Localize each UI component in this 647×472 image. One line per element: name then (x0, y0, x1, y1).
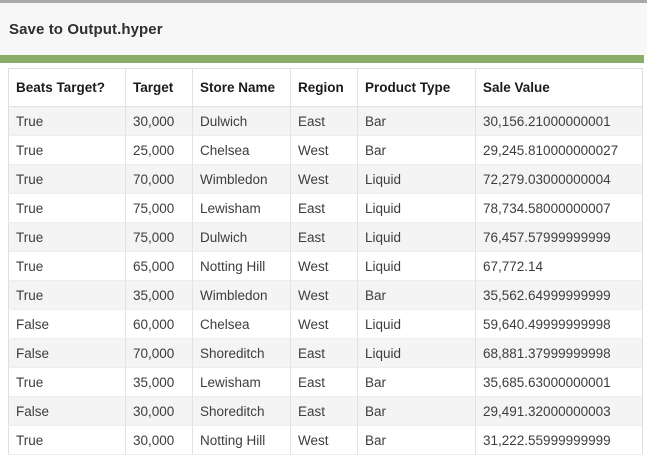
table-cell: Shoreditch (192, 338, 291, 368)
table-cell: Lewisham (192, 193, 291, 223)
table-cell: Liquid (357, 164, 476, 194)
table-cell: 25,000 (125, 135, 193, 165)
table-row: True 65,000 Notting Hill West Liquid 67,772.1… (8, 251, 643, 281)
table-cell: Liquid (357, 222, 476, 252)
table-row: True 75,000 Dulwich East Liquid 76,457.579999… (8, 222, 643, 252)
table-cell: 30,000 (125, 106, 193, 136)
titlebar: Save to Output.hyper (0, 3, 647, 55)
table-cell: Shoreditch (192, 396, 291, 426)
window-top-edge (0, 0, 647, 3)
table-cell: Chelsea (192, 135, 291, 165)
table-cell: Bar (357, 280, 476, 310)
table-cell: 35,000 (125, 367, 193, 397)
table-cell: Notting Hill (192, 251, 291, 281)
table-cell: 75,000 (125, 222, 193, 252)
table-cell: 31,222.55999999999 (475, 425, 643, 455)
table-cell: 75,000 (125, 193, 193, 223)
table-cell: Lewisham (192, 367, 291, 397)
table-cell: 59,640.49999999998 (475, 309, 643, 339)
table-cell: 30,000 (125, 396, 193, 426)
table-cell: True (8, 280, 126, 310)
table-cell: Wimbledon (192, 280, 291, 310)
table-row: False 60,000 Chelsea West Liquid 59,640.49999… (8, 309, 643, 339)
table-cell: True (8, 193, 126, 223)
table-cell: Liquid (357, 309, 476, 339)
table-cell: Bar (357, 425, 476, 455)
table-cell: 35,562.64999999999 (475, 280, 643, 310)
table-cell: Bar (357, 396, 476, 426)
table-cell: East (290, 338, 358, 368)
table-cell: West (290, 309, 358, 339)
table-cell: Bar (357, 135, 476, 165)
table-cell: 29,491.32000000003 (475, 396, 643, 426)
table-cell: 35,000 (125, 280, 193, 310)
table-row: True 75,000 Lewisham East Liquid 78,734.58000… (8, 193, 643, 223)
table-cell: 35,685.63000000001 (475, 367, 643, 397)
table-cell: East (290, 222, 358, 252)
table-row: True 30,000 Dulwich East Bar 30,156.210000000… (8, 106, 643, 136)
table-cell: Chelsea (192, 309, 291, 339)
data-preview-grid[interactable]: Beats Target? Target Store Name Region P… (8, 68, 647, 455)
table-row: True 35,000 Wimbledon West Bar 35,562.6499999… (8, 280, 643, 310)
table-cell: 76,457.57999999999 (475, 222, 643, 252)
table-cell: West (290, 135, 358, 165)
page-title: Save to Output.hyper (9, 20, 163, 38)
table-cell: 70,000 (125, 164, 193, 194)
table-cell: Liquid (357, 251, 476, 281)
table-cell: West (290, 425, 358, 455)
table-cell: Liquid (357, 338, 476, 368)
table-cell: East (290, 367, 358, 397)
table-cell: East (290, 396, 358, 426)
table-cell: 70,000 (125, 338, 193, 368)
table-cell: 30,156.21000000001 (475, 106, 643, 136)
table-cell: West (290, 280, 358, 310)
table-row: True 70,000 Wimbledon West Liquid 72,279.0300… (8, 164, 643, 194)
table-cell: 68,881.37999999998 (475, 338, 643, 368)
table-cell: False (8, 309, 126, 339)
table-cell: West (290, 164, 358, 194)
table-cell: 72,279.03000000004 (475, 164, 643, 194)
table-cell: East (290, 193, 358, 223)
table-cell: Liquid (357, 193, 476, 223)
column-header-region[interactable]: Region (290, 68, 358, 107)
column-header-store-name[interactable]: Store Name (192, 68, 291, 107)
table-cell: 30,000 (125, 425, 193, 455)
table-cell: True (8, 367, 126, 397)
progress-bar (0, 55, 644, 63)
table-cell: True (8, 135, 126, 165)
table-header-row: Beats Target? Target Store Name Region P… (8, 68, 643, 107)
table-row: False 70,000 Shoreditch East Liquid 68,881.37… (8, 338, 643, 368)
table-cell: Notting Hill (192, 425, 291, 455)
table-cell: Bar (357, 367, 476, 397)
output-preview-table: Beats Target? Target Store Name Region P… (8, 68, 643, 455)
table-cell: 78,734.58000000007 (475, 193, 643, 223)
table-cell: True (8, 425, 126, 455)
table-cell: True (8, 251, 126, 281)
table-cell: True (8, 164, 126, 194)
table-cell: 65,000 (125, 251, 193, 281)
table-cell: Dulwich (192, 222, 291, 252)
table-row: False 30,000 Shoreditch East Bar 29,491.32000… (8, 396, 643, 426)
table-cell: 29,245.810000000027 (475, 135, 643, 165)
column-header-sale-value[interactable]: Sale Value (475, 68, 643, 107)
table-cell: Wimbledon (192, 164, 291, 194)
column-header-beats-target[interactable]: Beats Target? (8, 68, 126, 107)
column-header-product-type[interactable]: Product Type (357, 68, 476, 107)
table-row: True 30,000 Notting Hill West Bar 31,222.5599… (8, 425, 643, 455)
table-cell: 60,000 (125, 309, 193, 339)
table-body: True 30,000 Dulwich East Bar 30,156.210000000… (8, 106, 643, 455)
table-cell: West (290, 251, 358, 281)
table-cell: 67,772.14 (475, 251, 643, 281)
table-cell: Dulwich (192, 106, 291, 136)
table-cell: False (8, 396, 126, 426)
column-header-target[interactable]: Target (125, 68, 193, 107)
table-cell: True (8, 106, 126, 136)
table-cell: Bar (357, 106, 476, 136)
table-cell: True (8, 222, 126, 252)
table-row: True 25,000 Chelsea West Bar 29,245.810000000… (8, 135, 643, 165)
table-row: True 35,000 Lewisham East Bar 35,685.63000000… (8, 367, 643, 397)
table-cell: False (8, 338, 126, 368)
table-cell: East (290, 106, 358, 136)
